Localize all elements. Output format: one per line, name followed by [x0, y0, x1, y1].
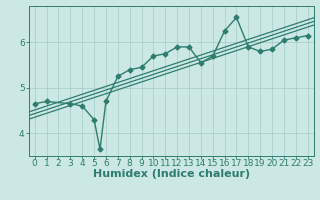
X-axis label: Humidex (Indice chaleur): Humidex (Indice chaleur) — [92, 169, 250, 179]
